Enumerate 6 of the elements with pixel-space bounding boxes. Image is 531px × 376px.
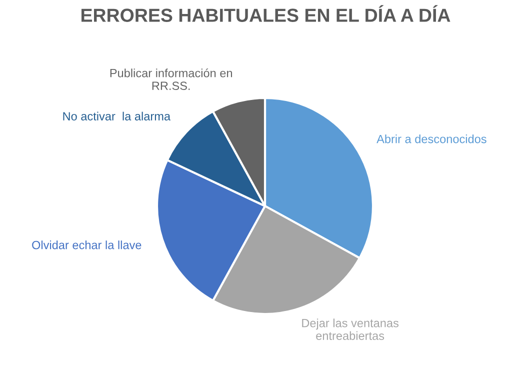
- slice-label: Publicar información en RR.SS.: [110, 68, 232, 90]
- slice-label: Dejar las ventanas entreabiertas: [302, 318, 399, 340]
- slice-label: Abrir a desconocidos: [376, 134, 486, 144]
- chart-title: ERRORES HABITUALES EN EL DÍA A DÍA: [82, 5, 450, 22]
- slice-label: No activar la alarma: [63, 112, 171, 120]
- slice-label: Olvidar echar la llave: [32, 240, 142, 250]
